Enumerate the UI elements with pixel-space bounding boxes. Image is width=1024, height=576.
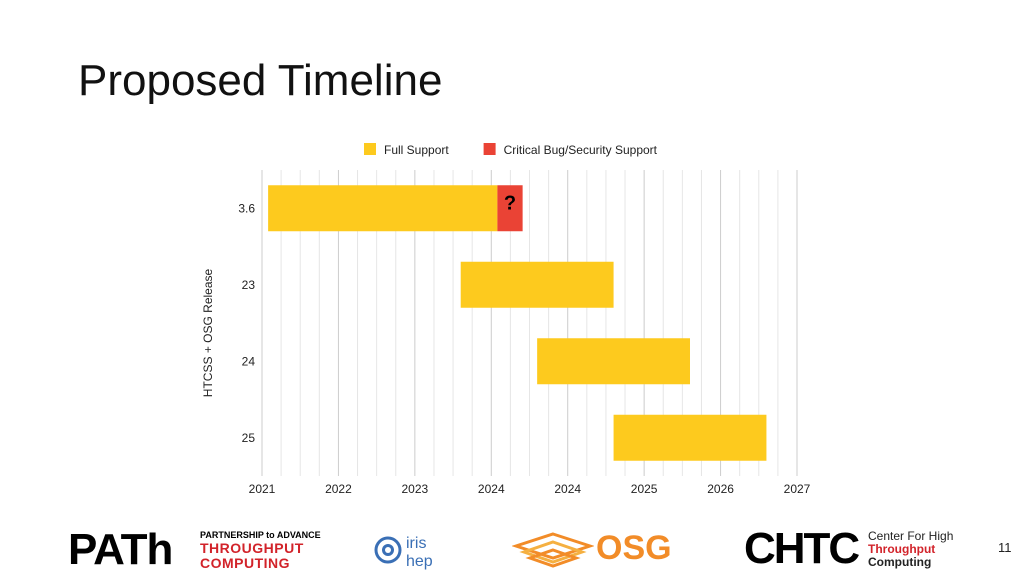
full-support-bar: [537, 338, 690, 385]
y-tick-label: 23: [242, 278, 256, 292]
iris-hep-icon: iris hep: [374, 535, 433, 570]
path-logo-subtitle: PARTNERSHIP to ADVANCE THROUGHPUT COMPUT…: [200, 530, 321, 571]
full-support-bar: [613, 414, 767, 461]
y-tick-label: 24: [242, 354, 256, 368]
full-support-bar: [460, 261, 614, 308]
y-tick-label: 25: [242, 431, 256, 445]
x-tick-label: 2027: [784, 482, 811, 496]
chart-legend: Full Support Critical Bug/Security Suppor…: [364, 143, 658, 157]
legend-label: Critical Bug/Security Support: [504, 143, 658, 157]
path-logo: PATh: [68, 525, 173, 574]
x-tick-label: 2024: [478, 482, 505, 496]
chtc-logo-text: CHTC: [744, 524, 860, 573]
y-tick-labels: 3.6 23 24 25: [238, 201, 255, 445]
chtc-logo-subtitle: Center For High Throughput Computing: [868, 530, 953, 569]
osg-logo-mark: [511, 530, 595, 575]
legend-label: Full Support: [384, 143, 449, 157]
x-tick-label: 2021: [249, 482, 276, 496]
x-tick-label: 2024: [554, 482, 581, 496]
path-logo-sub-1: THROUGHPUT: [200, 540, 304, 556]
iris-hep-logo: iris hep: [374, 530, 464, 570]
legend-swatch: [483, 143, 496, 155]
y-axis-label: HTCSS + OSG Release: [201, 268, 215, 397]
hep-text: hep: [406, 553, 433, 570]
osg-logo-text: OSG: [596, 529, 672, 567]
path-logo-sub-2: COMPUTING: [200, 555, 291, 571]
timeline-chart: Full Support Critical Bug/Security Suppor…: [201, 143, 811, 496]
bar-annotation: ?: [504, 192, 516, 214]
path-logo-sub-top: PARTNERSHIP to ADVANCE: [200, 530, 321, 540]
osg-layers-icon: [511, 532, 595, 568]
critical-support-bar: [497, 185, 523, 232]
chtc-line-2: Throughput: [868, 542, 936, 556]
chtc-line-3: Computing: [868, 555, 932, 569]
slide-title: Proposed Timeline: [78, 56, 443, 105]
iris-text: iris: [406, 535, 426, 552]
full-support-bar: [268, 185, 498, 232]
x-tick-label: 2025: [631, 482, 658, 496]
y-tick-label: 3.6: [238, 201, 255, 215]
x-tick-label: 2023: [402, 482, 429, 496]
legend-swatch: [364, 143, 376, 155]
chtc-line-1: Center For High: [868, 529, 954, 543]
x-tick-labels: 2021 2022 2023 2024 2024 2025 2026 2027: [249, 482, 811, 496]
page-number: 11: [998, 540, 1012, 555]
chart-bars: ?: [268, 185, 767, 461]
x-tick-label: 2022: [325, 482, 352, 496]
x-tick-label: 2026: [707, 482, 734, 496]
path-logo-text: PATh: [68, 525, 173, 574]
